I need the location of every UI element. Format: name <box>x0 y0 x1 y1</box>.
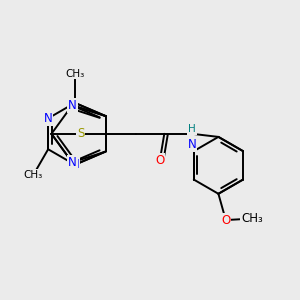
Text: O: O <box>221 214 230 226</box>
Text: S: S <box>77 127 85 140</box>
Text: CH₃: CH₃ <box>241 212 263 225</box>
Text: N: N <box>68 156 76 169</box>
Text: N: N <box>70 158 79 171</box>
Text: H: H <box>188 124 196 134</box>
Text: N: N <box>188 138 197 151</box>
Text: N: N <box>68 99 76 112</box>
Text: O: O <box>155 154 164 166</box>
Text: N: N <box>44 112 52 125</box>
Text: CH₃: CH₃ <box>24 170 43 180</box>
Text: CH₃: CH₃ <box>65 68 85 79</box>
